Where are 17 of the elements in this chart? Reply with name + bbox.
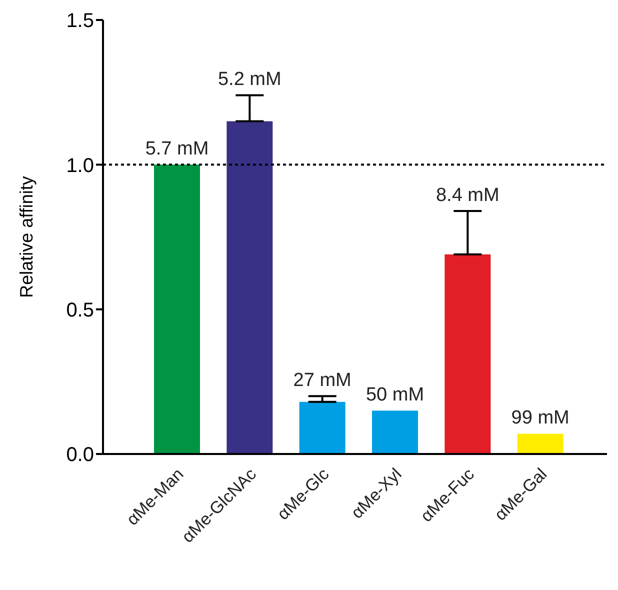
bar	[299, 402, 346, 454]
y-tick-label: 0.5	[66, 299, 94, 322]
annotation: 50 mM	[366, 384, 424, 406]
y-tick-label: 0.0	[66, 444, 94, 466]
annotation: 8.4 mM	[436, 184, 500, 206]
y-tick-label: 1.5	[66, 10, 94, 32]
bar	[444, 254, 491, 454]
y-tick-label: 1.0	[66, 154, 94, 177]
bar	[372, 410, 418, 454]
annotation: 5.2 mM	[218, 69, 282, 90]
bar	[517, 434, 564, 454]
bar	[226, 121, 273, 454]
y-axis-title: Relative affinity	[16, 176, 36, 298]
bar	[154, 164, 200, 454]
annotation: 99 mM	[511, 408, 570, 429]
annotation: 27 mM	[293, 370, 352, 392]
annotation: 5.7 mM	[145, 138, 209, 160]
